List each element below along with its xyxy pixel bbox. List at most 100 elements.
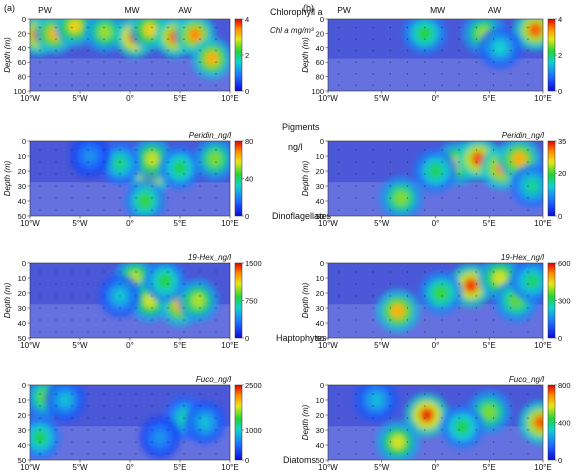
colorbar (547, 262, 556, 339)
sample-dot (215, 405, 217, 407)
sample-dot (338, 149, 340, 151)
sample-dot (338, 405, 340, 407)
colorbar (547, 384, 556, 461)
y-tick-label: 30 (18, 304, 26, 313)
sample-dot (39, 197, 41, 199)
sample-dot (355, 173, 357, 175)
y-tick-label: 40 (316, 319, 324, 328)
sample-dot (167, 27, 169, 29)
sample-dot (199, 197, 201, 199)
sample-dot (475, 27, 477, 29)
sample-dot (39, 295, 41, 297)
sample-dot (39, 27, 41, 29)
sample-dot (87, 73, 89, 75)
x-tick-label: 5°E (174, 463, 187, 472)
y-tick-label: 20 (316, 411, 324, 420)
sample-dot (71, 84, 73, 86)
sample-dot (167, 149, 169, 151)
sample-dot (103, 453, 105, 455)
sample-dot (441, 295, 443, 297)
sample-dot (355, 441, 357, 443)
sample-dot (424, 283, 426, 285)
sample-dot (510, 61, 512, 63)
sample-dot (441, 197, 443, 199)
sample-dot (199, 319, 201, 321)
x-tick-label: 10°W (318, 219, 338, 228)
x-tick-label: 0° (126, 219, 134, 228)
sample-dot (151, 405, 153, 407)
sample-dot (135, 27, 137, 29)
sample-dot (167, 453, 169, 455)
sample-dot (475, 161, 477, 163)
x-tick-label: 10°E (221, 94, 238, 103)
sample-dot (55, 185, 57, 187)
sample-dot (492, 319, 495, 321)
sample-dot (389, 27, 391, 29)
sample-dot (119, 295, 121, 297)
sample-dot (87, 50, 89, 52)
sample-dot (87, 429, 89, 431)
sample-dot (441, 393, 443, 395)
sample-dot (39, 453, 41, 455)
x-tick-label: 10°E (221, 219, 238, 228)
sample-dot (119, 149, 121, 151)
sample-dot (55, 271, 57, 273)
x-tick-label: 5°W (374, 341, 390, 350)
sample-dot (119, 331, 121, 333)
sample-dot (510, 149, 512, 151)
hotspot-core (138, 193, 152, 209)
series-label: 19-Hex_ng/l (188, 253, 231, 262)
sample-dot (355, 84, 357, 86)
sample-dot (441, 271, 443, 273)
sample-points (39, 27, 217, 86)
sample-dot (215, 50, 217, 52)
sample-dot (492, 405, 495, 407)
sample-dot (372, 84, 374, 86)
hotspot-core (369, 392, 384, 408)
sample-dot (103, 417, 105, 419)
y-axis-label: Depth (m) (3, 37, 12, 73)
y-tick-label: 50 (18, 212, 26, 221)
heatmap-panel-b2: 10°W 5°W 0° 5°E 10°E 0 10 20 30 40 50 Depth (m) Peri… (301, 131, 566, 228)
sample-dot (55, 27, 57, 29)
x-tick-label: 10°E (534, 219, 551, 228)
sample-dot (103, 319, 105, 321)
sample-dot (55, 405, 57, 407)
sample-dot (338, 417, 340, 419)
y-tick-label: 10 (316, 396, 324, 405)
sample-dot (355, 429, 357, 431)
sample-dot (55, 429, 57, 431)
y-tick-label: 20 (316, 29, 324, 38)
sample-dot (492, 429, 495, 431)
sample-dot (406, 73, 409, 75)
heatmap-field (30, 19, 230, 91)
sample-dot (151, 393, 153, 395)
sample-dot (527, 173, 529, 175)
sample-dot (151, 453, 153, 455)
sample-dot (167, 295, 169, 297)
sample-dot (527, 295, 529, 297)
sample-points (39, 149, 217, 211)
sample-dot (389, 319, 391, 321)
sample-dot (406, 61, 409, 63)
sample-dot (389, 185, 391, 187)
sample-dot (151, 197, 153, 199)
colorbar-tick-label: 20 (558, 169, 566, 178)
sample-dot (71, 50, 73, 52)
hotspot-core (191, 293, 205, 308)
sample-dot (424, 393, 426, 395)
sample-dot (215, 173, 217, 175)
sample-dot (39, 283, 41, 285)
hotspot-core (533, 415, 543, 430)
sample-dot (103, 27, 105, 29)
sample-dot (103, 283, 105, 285)
sample-dot (39, 84, 41, 86)
sample-dot (39, 271, 41, 273)
heatmap-blobs (375, 263, 543, 333)
sample-dot (119, 84, 121, 86)
colorbar-tick-label: 600 (558, 259, 571, 268)
sample-dot (103, 271, 105, 273)
sample-dot (492, 84, 495, 86)
sample-dot (475, 295, 477, 297)
